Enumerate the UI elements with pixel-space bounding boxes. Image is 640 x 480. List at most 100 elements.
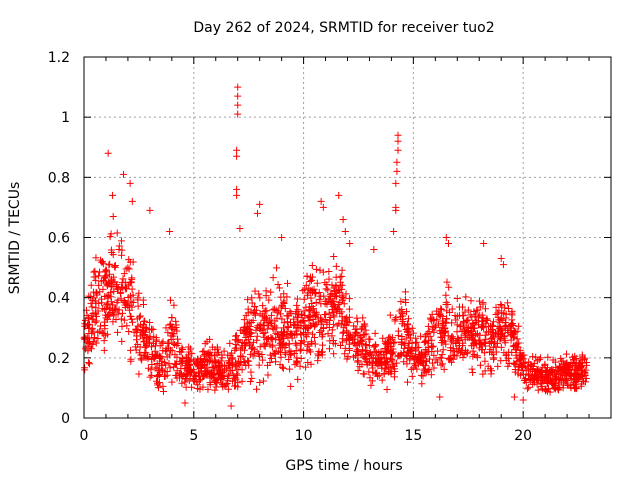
- data-point: [365, 342, 373, 350]
- data-point: [367, 381, 375, 389]
- data-point: [473, 352, 481, 360]
- data-point: [492, 343, 500, 351]
- data-point: [315, 295, 323, 303]
- data-point: [194, 363, 202, 371]
- data-point: [386, 311, 394, 319]
- data-point: [233, 191, 241, 199]
- data-point: [139, 328, 147, 336]
- data-point: [213, 365, 221, 373]
- data-point: [303, 272, 311, 280]
- data-point: [166, 296, 174, 304]
- data-point: [228, 349, 236, 357]
- data-point: [469, 368, 477, 376]
- data-point: [496, 335, 504, 343]
- data-point: [502, 310, 510, 318]
- data-point: [515, 322, 523, 330]
- data-point: [265, 296, 273, 304]
- data-point: [227, 367, 235, 375]
- data-point: [104, 149, 112, 157]
- data-point: [251, 287, 259, 295]
- data-point: [275, 347, 283, 355]
- data-point: [247, 329, 255, 337]
- data-point: [311, 334, 319, 342]
- data-point: [107, 283, 115, 291]
- data-point: [144, 355, 152, 363]
- data-point: [266, 341, 274, 349]
- data-point: [469, 332, 477, 340]
- data-point: [422, 331, 430, 339]
- data-point: [109, 278, 117, 286]
- data-point: [281, 305, 289, 313]
- data-point: [438, 324, 446, 332]
- data-point: [287, 351, 295, 359]
- data-point: [523, 385, 531, 393]
- data-point: [197, 355, 205, 363]
- data-point: [246, 377, 254, 385]
- data-point: [278, 328, 286, 336]
- data-point: [329, 337, 337, 345]
- data-point: [339, 329, 347, 337]
- data-point: [509, 331, 517, 339]
- data-point: [577, 382, 585, 390]
- data-point: [159, 347, 167, 355]
- data-point: [424, 337, 432, 345]
- data-point: [439, 328, 447, 336]
- data-point: [182, 383, 190, 391]
- data-point: [433, 307, 441, 315]
- data-point: [481, 305, 489, 313]
- data-point: [101, 292, 109, 300]
- data-point: [401, 340, 409, 348]
- data-point: [284, 322, 292, 330]
- data-point: [282, 341, 290, 349]
- data-point: [123, 322, 131, 330]
- data-point: [430, 328, 438, 336]
- data-point: [503, 351, 511, 359]
- data-point: [172, 317, 180, 325]
- data-point: [143, 341, 151, 349]
- data-point: [117, 295, 125, 303]
- data-point: [96, 288, 104, 296]
- data-point: [164, 329, 172, 337]
- data-point: [166, 364, 174, 372]
- data-point: [438, 306, 446, 314]
- data-point: [497, 357, 505, 365]
- data-point: [435, 320, 443, 328]
- data-point: [364, 359, 372, 367]
- data-point: [299, 287, 307, 295]
- data-point: [422, 350, 430, 358]
- data-point: [278, 234, 286, 241]
- data-point: [372, 370, 380, 378]
- data-point: [457, 334, 465, 342]
- data-point: [232, 359, 240, 367]
- data-point: [113, 306, 121, 314]
- data-point: [332, 282, 340, 290]
- data-point: [562, 350, 570, 358]
- data-point: [463, 349, 471, 357]
- data-point: [129, 298, 137, 306]
- data-point: [293, 354, 301, 362]
- data-point: [487, 370, 495, 378]
- data-point: [338, 266, 346, 274]
- data-point: [248, 345, 256, 353]
- data-point: [428, 359, 436, 367]
- data-point: [518, 366, 526, 374]
- data-point: [242, 362, 250, 370]
- data-point: [462, 330, 470, 338]
- data-point: [308, 339, 316, 347]
- data-point: [126, 258, 134, 266]
- data-point: [437, 333, 445, 341]
- data-point: [117, 288, 125, 296]
- data-point: [361, 322, 369, 330]
- data-point: [422, 357, 430, 365]
- x-tick-label: 20: [514, 428, 532, 444]
- data-point: [521, 363, 529, 371]
- data-point: [251, 302, 259, 310]
- data-point: [430, 351, 438, 359]
- data-point: [486, 348, 494, 356]
- data-point: [430, 316, 438, 324]
- data-point: [211, 357, 219, 365]
- data-point: [100, 337, 108, 345]
- data-point: [429, 342, 437, 350]
- data-point: [264, 371, 272, 379]
